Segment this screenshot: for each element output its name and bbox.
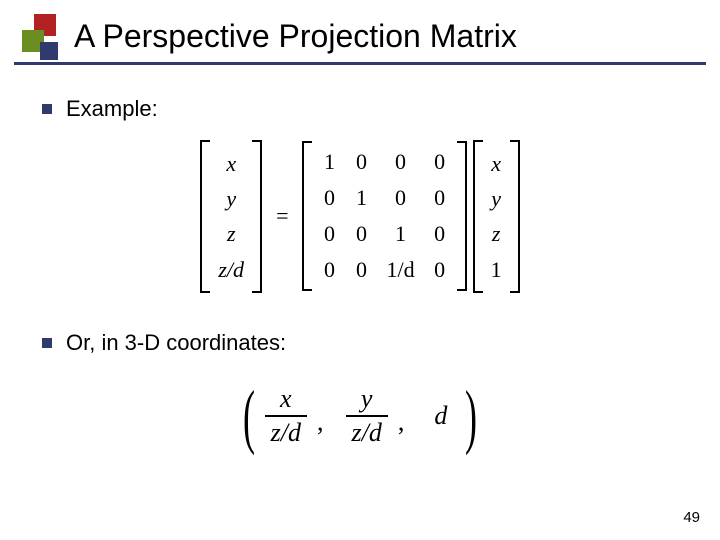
left-vector: x y z z/d <box>200 140 262 293</box>
m03: 0 <box>433 149 447 175</box>
m33: 0 <box>433 257 447 283</box>
m01: 0 <box>354 149 368 175</box>
m30: 0 <box>322 257 336 283</box>
t2-num: y <box>355 385 379 414</box>
m13: 0 <box>433 185 447 211</box>
lv-1: y <box>218 181 244 216</box>
m31: 0 <box>354 257 368 283</box>
bullet-3d: Or, in 3-D coordinates: <box>42 330 286 356</box>
m00: 1 <box>322 149 336 175</box>
equals-sign: = <box>268 203 296 229</box>
rv-0: x <box>491 146 502 181</box>
m11: 1 <box>354 185 368 211</box>
right-vector: x y z 1 <box>473 140 520 293</box>
bullet-icon <box>42 104 52 114</box>
bullet-text: Or, in 3-D coordinates: <box>66 330 286 356</box>
rv-1: y <box>491 181 502 216</box>
term-2: y z/d <box>346 385 388 448</box>
m23: 0 <box>433 221 447 247</box>
m22: 1 <box>386 221 414 247</box>
title-underline <box>14 62 706 65</box>
bullet-icon <box>42 338 52 348</box>
rv-3: 1 <box>491 252 502 287</box>
bullet-example: Example: <box>42 96 158 122</box>
t2-den: z/d <box>346 419 388 448</box>
comma-2: , <box>396 407 419 437</box>
term-1: x z/d <box>265 385 307 448</box>
m20: 0 <box>322 221 336 247</box>
lv-3: z/d <box>218 252 244 287</box>
rv-2: z <box>491 216 502 251</box>
page-number: 49 <box>683 509 700 526</box>
m10: 0 <box>322 185 336 211</box>
lv-0: x <box>218 146 244 181</box>
equation-tuple: ( x z/d , y z/d , d ) <box>0 380 720 452</box>
paren-open: ( <box>243 380 255 452</box>
m21: 0 <box>354 221 368 247</box>
m02: 0 <box>386 149 414 175</box>
m32: 1/d <box>386 258 414 282</box>
paren-close: ) <box>465 380 477 452</box>
logo-navy-square <box>40 42 58 60</box>
t1-den: z/d <box>265 419 307 448</box>
m12: 0 <box>386 185 414 211</box>
term-3: d <box>426 401 455 431</box>
projection-matrix: 1 0 0 0 0 1 0 0 0 0 1 0 0 0 1/d 0 <box>302 141 466 291</box>
slide-logo <box>14 14 58 58</box>
equation-matrix: x y z z/d = 1 0 0 0 0 1 0 0 0 0 1 <box>0 140 720 293</box>
slide-title: A Perspective Projection Matrix <box>74 18 517 55</box>
bullet-text: Example: <box>66 96 158 122</box>
comma-1: , <box>315 407 338 437</box>
lv-2: z <box>218 216 244 251</box>
t1-num: x <box>274 385 298 414</box>
